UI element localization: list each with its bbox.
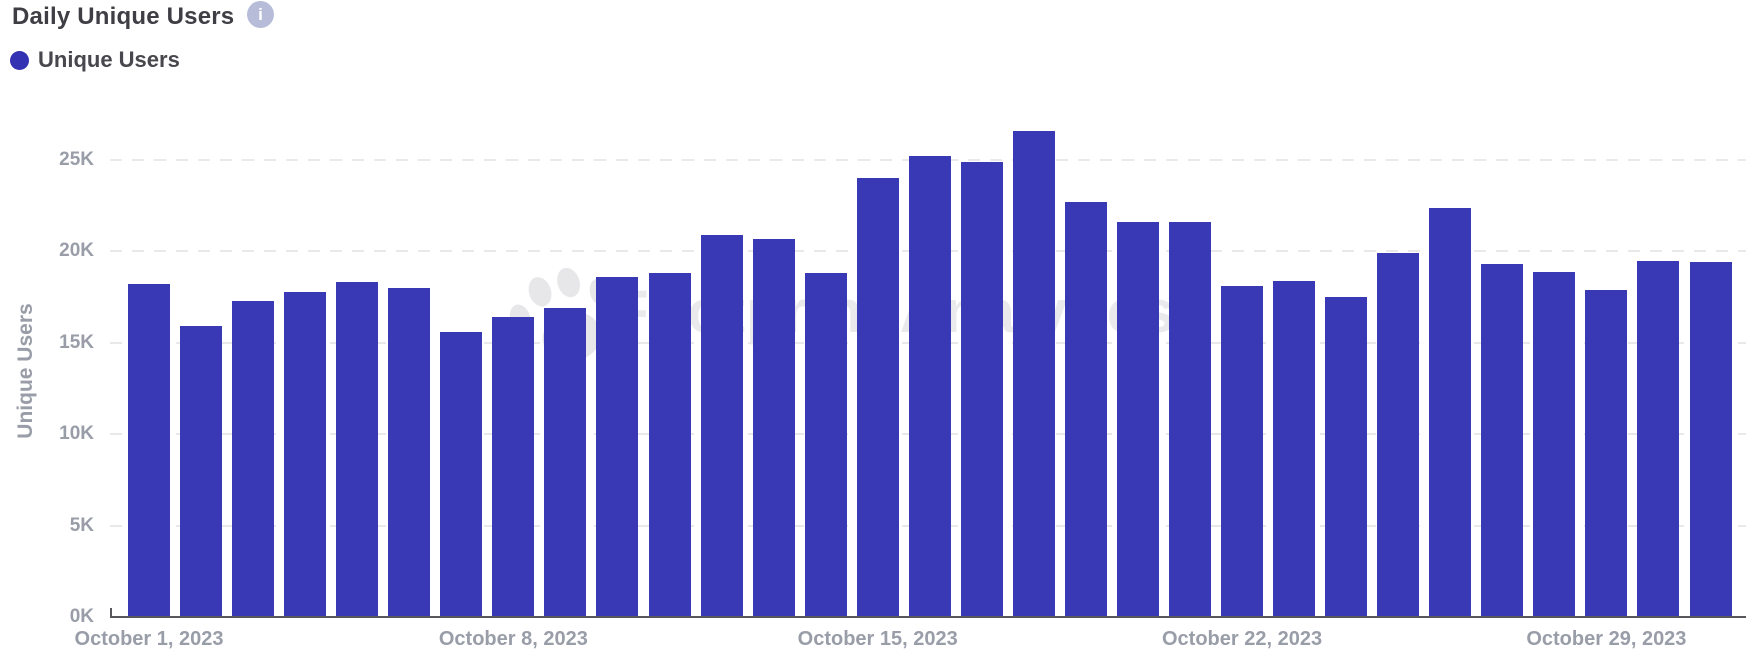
legend-dot-icon [10,50,29,70]
bar-october-25-2023[interactable] [1377,253,1420,617]
bar-october-17-2023[interactable] [960,161,1003,617]
bar-october-8-2023[interactable] [492,317,535,617]
bar-october-24-2023[interactable] [1325,297,1368,617]
y-tick-label: 25K [59,149,94,170]
bar-october-14-2023[interactable] [804,273,847,617]
bar-october-3-2023[interactable] [232,300,275,617]
bar-october-28-2023[interactable] [1533,271,1576,617]
bar-october-21-2023[interactable] [1169,222,1211,617]
bar-october-30-2023[interactable] [1637,260,1680,617]
x-tick-label: October 29, 2023 [1526,628,1687,650]
bar-october-4-2023[interactable] [284,291,327,617]
bar-october-9-2023[interactable] [544,308,587,617]
x-tick-label: October 22, 2023 [1162,628,1323,650]
x-tick-label: October 1, 2023 [74,628,224,650]
y-axis-title: Unique Users [14,303,37,439]
bar-october-19-2023[interactable] [1064,202,1107,617]
bar-october-10-2023[interactable] [596,276,639,617]
y-tick-label: 20K [59,240,94,262]
y-tick-label: 0K [69,606,94,627]
bar-october-20-2023[interactable] [1116,222,1159,617]
bar-october-15-2023[interactable] [856,178,899,617]
chart-title: Daily Unique Users [12,3,235,30]
info-icon[interactable]: i [247,1,274,28]
legend-label: Unique Users [38,47,180,72]
bar-october-18-2023[interactable] [1012,130,1055,617]
x-tick-label: October 8, 2023 [438,628,588,650]
bar-october-12-2023[interactable] [700,234,743,617]
bar-october-11-2023[interactable] [648,273,691,617]
bar-october-31-2023[interactable] [1689,262,1732,617]
x-tick-label: October 15, 2023 [797,628,958,650]
bar-october-2-2023[interactable] [180,326,223,617]
bar-october-6-2023[interactable] [388,287,431,617]
bar-october-13-2023[interactable] [752,238,795,617]
legend[interactable]: Unique Users [10,47,180,73]
y-axis-stub [110,608,112,616]
x-axis-line [110,616,1746,618]
bar-october-27-2023[interactable] [1481,264,1524,617]
bar-october-5-2023[interactable] [336,282,379,617]
bar-october-26-2023[interactable] [1429,207,1472,617]
bar-october-22-2023[interactable] [1221,286,1264,617]
bar-october-7-2023[interactable] [440,331,483,617]
y-tick-label: 5K [69,514,94,536]
bar-october-29-2023[interactable] [1585,289,1628,617]
y-tick-label: 15K [59,331,94,353]
bar-october-1-2023[interactable] [128,284,170,617]
y-tick-label: 10K [59,423,94,445]
bar-october-16-2023[interactable] [908,156,951,617]
bar-october-23-2023[interactable] [1273,280,1316,617]
